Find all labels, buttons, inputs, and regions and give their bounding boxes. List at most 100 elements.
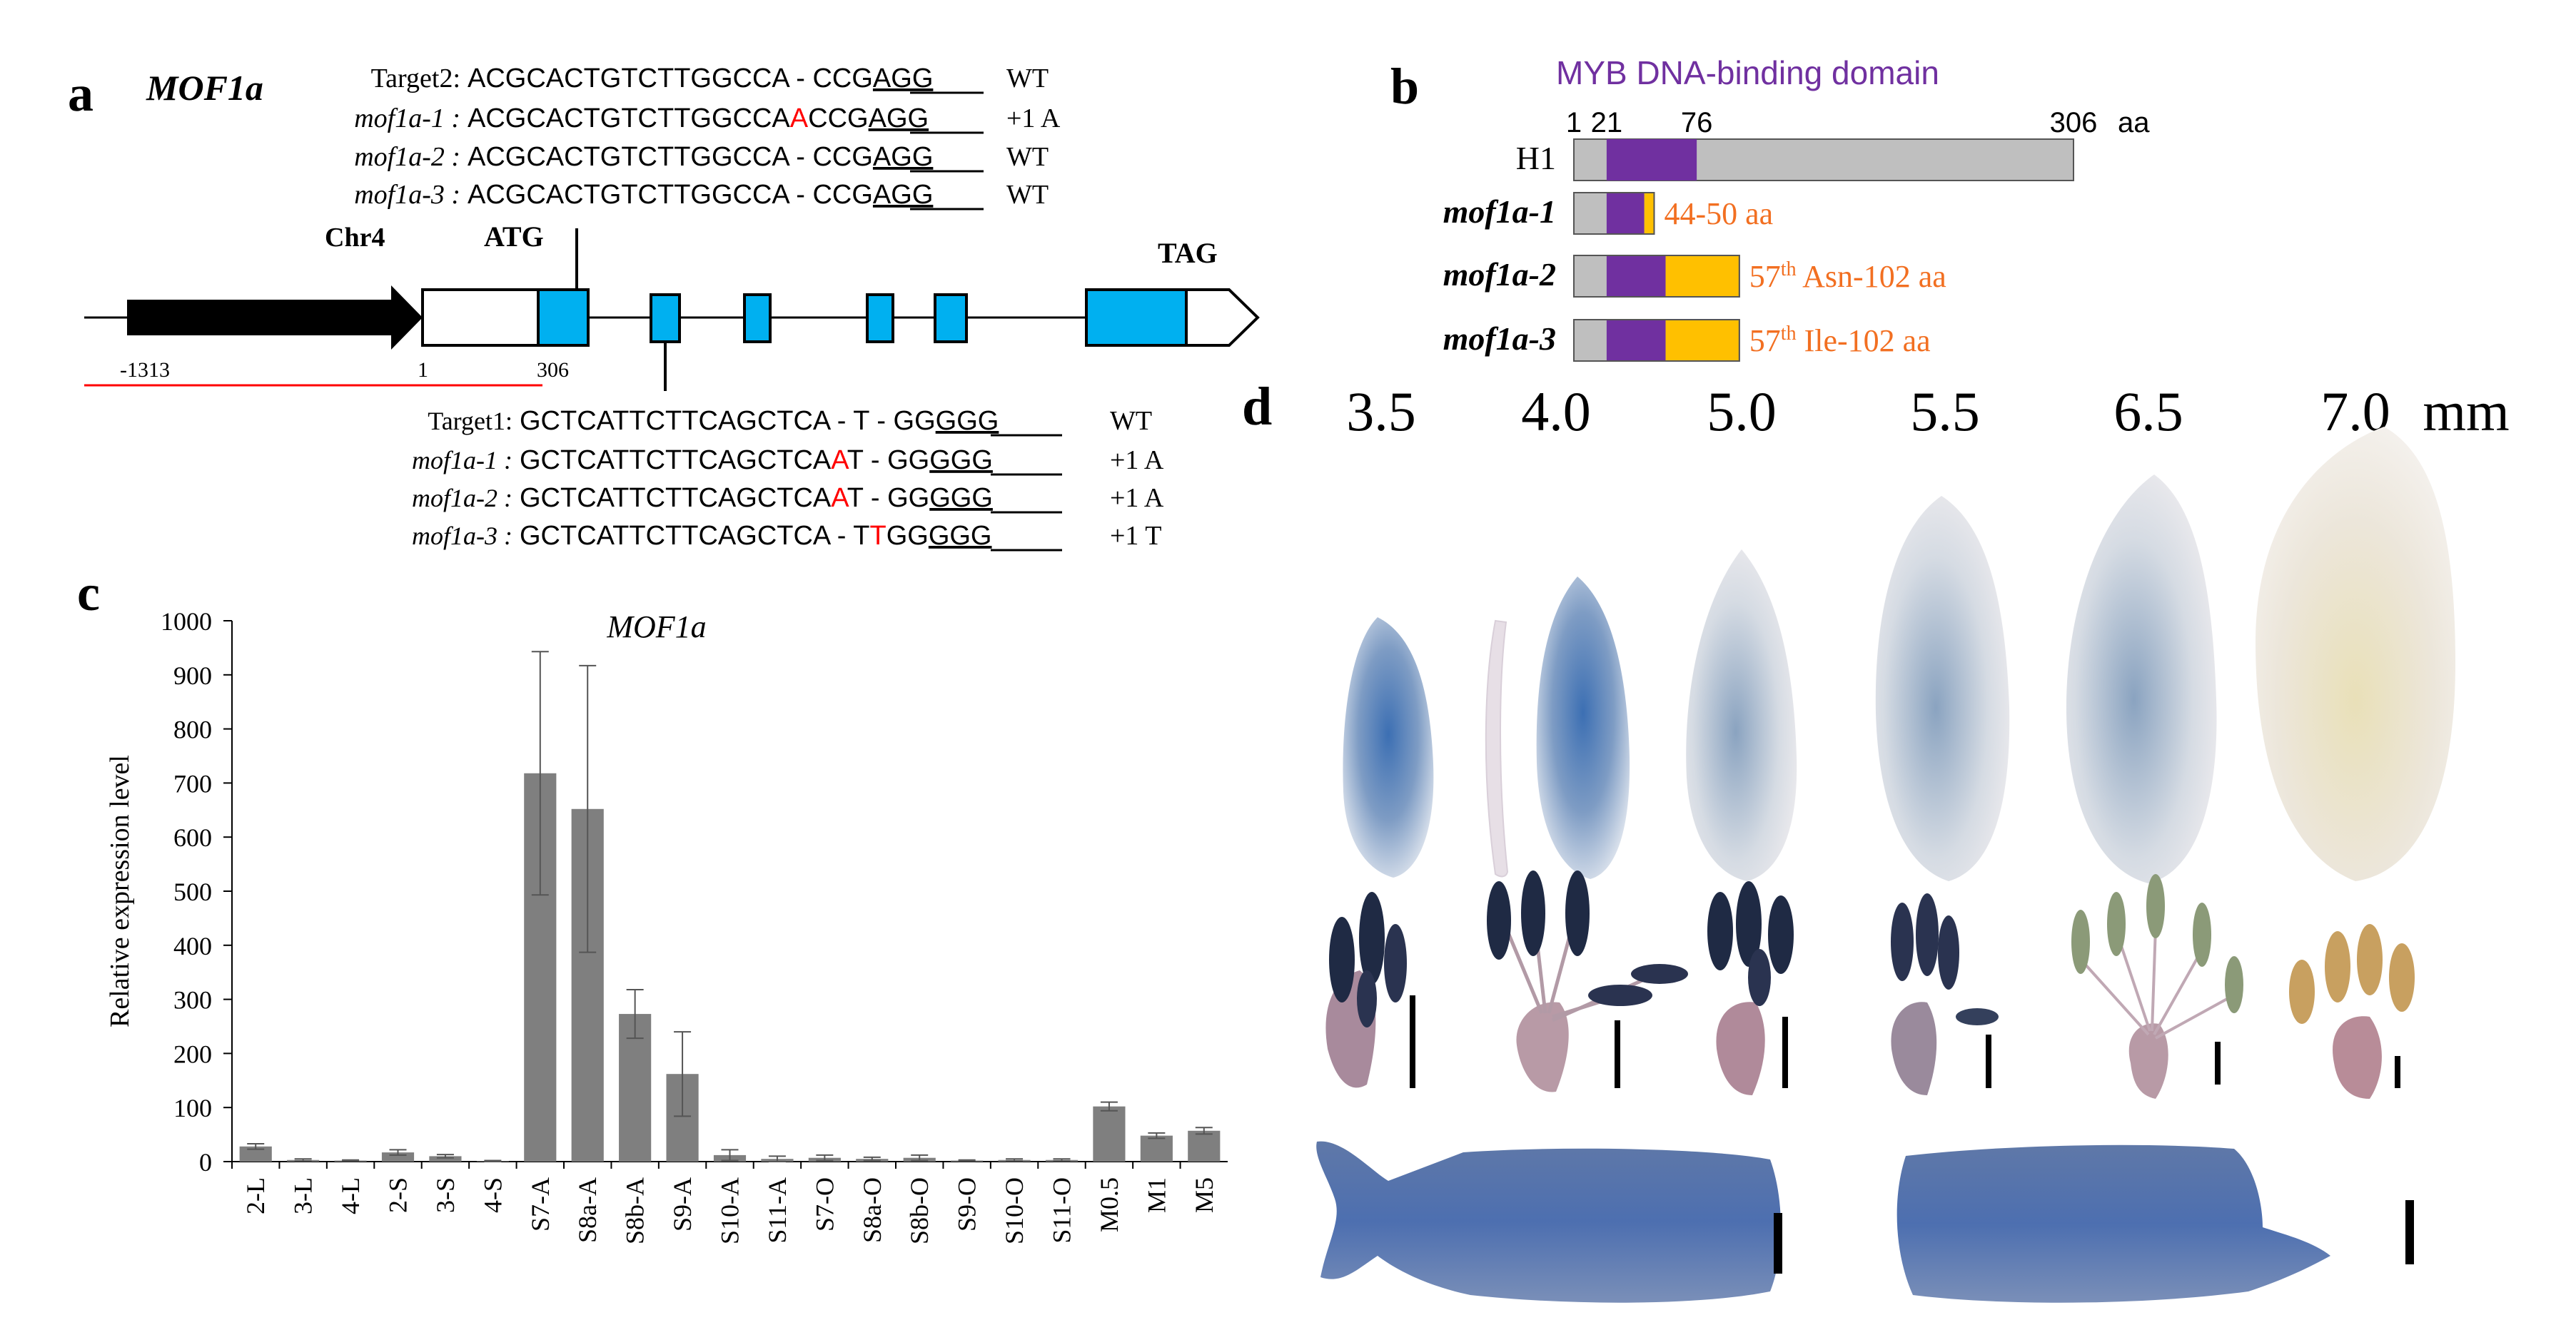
x-tick-label: M0.5 [1095, 1177, 1123, 1232]
scale-bar [1615, 1020, 1620, 1088]
target1-sequences: Target1: GCTCATTCTTCAGCTCA - T - GGGGG WT m… [412, 406, 1164, 552]
stamen-base [1516, 1002, 1569, 1092]
gene-name: MOF1a [146, 68, 263, 108]
x-tick-label: 3-S [431, 1177, 460, 1213]
anther [1736, 881, 1762, 967]
y-tick-label: 700 [173, 769, 212, 798]
target1-row-note: WT [1110, 406, 1152, 436]
anther [2193, 903, 2211, 967]
anther [1357, 970, 1377, 1027]
protein-outline [1573, 255, 1740, 298]
anther [1487, 881, 1511, 960]
target1-row-sequence: GCTCATTCTTCAGCTCAAT - GGGGG [520, 445, 993, 475]
x-tick-label: 2-L [241, 1177, 270, 1214]
y-tick-label: 400 [173, 932, 212, 960]
x-tick-label: 2-S [384, 1177, 413, 1213]
scale-bar [2215, 1042, 2221, 1085]
floret-5-5mm [1875, 496, 2010, 881]
scale-bar [1986, 1035, 1991, 1088]
floret-7-0mm [2256, 427, 2455, 881]
protein-name: mof1a-3 [1443, 320, 1556, 357]
target2-row-note: WT [1006, 64, 1049, 93]
protein-outline [1573, 319, 1740, 362]
anther [1359, 892, 1385, 985]
y-tick-label: 0 [199, 1148, 212, 1177]
exon-5 [934, 293, 968, 343]
gene-model [84, 228, 1260, 391]
x-tick-label: S11-O [1048, 1177, 1076, 1244]
anther [2325, 931, 2350, 1002]
protein-tick-label: 21 [1591, 107, 1623, 138]
target2-sequences: Target2: ACGCACTGTCTTGGCCA - CCGAGG WT mof1… [354, 64, 1061, 210]
scale-bar [1782, 1017, 1788, 1088]
target1-row-name: Target1: [428, 407, 512, 435]
target2-row-sequence: ACGCACTGTCTTGGCCA - CCGAGG [468, 142, 933, 172]
palea-row [1316, 1141, 2414, 1303]
x-tick-label: 4-L [336, 1177, 365, 1214]
filament [2118, 941, 2151, 1032]
stamens-3-5mm [1325, 892, 1407, 1088]
x-tick-label: S8a-O [858, 1177, 887, 1243]
y-tick-label: 500 [173, 878, 212, 906]
frameshift-region [1665, 320, 1739, 361]
anther [2146, 874, 2165, 938]
x-tick-label: S10-O [1000, 1177, 1029, 1244]
x-tick-label: S10-A [716, 1177, 744, 1244]
target2-row-name: mof1a-1 : [354, 103, 460, 133]
filament [2151, 927, 2157, 1032]
target2-row-name: mof1a-2 : [354, 142, 460, 172]
bar-M1 [1140, 1135, 1173, 1162]
size-label: 5.0 [1707, 380, 1777, 442]
exon-3 [743, 293, 772, 343]
stamens-4-0mm [1487, 870, 1688, 1092]
protein-tick-label: 76 [1681, 107, 1713, 138]
anther [1631, 964, 1688, 984]
size-labels: 3.5 4.0 5.0 5.5 6.5 7.0 mm [1346, 380, 2509, 442]
panel-b-label: b [1390, 58, 1419, 115]
target2-row-name: mof1a-3 : [354, 180, 460, 210]
filament [2155, 997, 2228, 1040]
anther [1707, 892, 1733, 970]
target2-row-sequence: ACGCACTGTCTTGGCCA - CCGAGG [468, 180, 933, 210]
protein-annotation: 44-50 aa [1664, 196, 1773, 231]
anther [2289, 960, 2315, 1024]
y-axis-label: Relative expression level [105, 755, 135, 1027]
scale-bar [1410, 995, 1415, 1088]
stamen-base [2333, 1016, 2382, 1099]
y-tick-label: 200 [173, 1040, 212, 1068]
coord-promoter: -1313 [120, 358, 170, 382]
anther [1565, 870, 1590, 956]
y-tick-label: 300 [173, 986, 212, 1015]
anther [2225, 956, 2243, 1013]
frameshift-region [1644, 193, 1655, 234]
protein-aa-unit: aa [2118, 107, 2150, 138]
target1-row-sequence: GCTCATTCTTCAGCTCA - TTGGGGG [520, 521, 992, 551]
palea-left [1316, 1141, 1781, 1303]
stamen-base [1891, 1002, 1937, 1095]
size-label: 3.5 [1346, 380, 1416, 442]
y-tick-label: 1000 [161, 607, 212, 636]
anther [1384, 924, 1407, 1002]
anther [1588, 985, 1652, 1006]
anther [2071, 910, 2090, 974]
target2-row-note: WT [1006, 180, 1049, 210]
panel-d-label: d [1242, 377, 1272, 437]
anther [1891, 903, 1914, 981]
chr-label: Chr4 [325, 223, 385, 253]
target1-row-name: mof1a-2 : [412, 484, 512, 512]
coord-1: 1 [418, 358, 428, 382]
target1-row-note: +1 T [1110, 521, 1161, 551]
anther [1768, 895, 1794, 974]
bar-M0.5 [1093, 1106, 1126, 1162]
stamens-6-5mm [2071, 874, 2243, 1099]
floret-6-5mm [2066, 474, 2217, 883]
target2-row-note: +1 A [1006, 103, 1061, 133]
bar-2-L [239, 1146, 272, 1162]
protein-rows: H1 mof1a-1 44-50 aa mof1a-2 57th Asn-102 aa m… [1443, 138, 2074, 362]
x-tick-label: S7-O [810, 1177, 839, 1232]
stamens-5-5mm [1891, 893, 1999, 1095]
x-tick-label: S9-O [953, 1177, 981, 1232]
filament [2153, 955, 2200, 1035]
bar-M5 [1188, 1130, 1221, 1162]
